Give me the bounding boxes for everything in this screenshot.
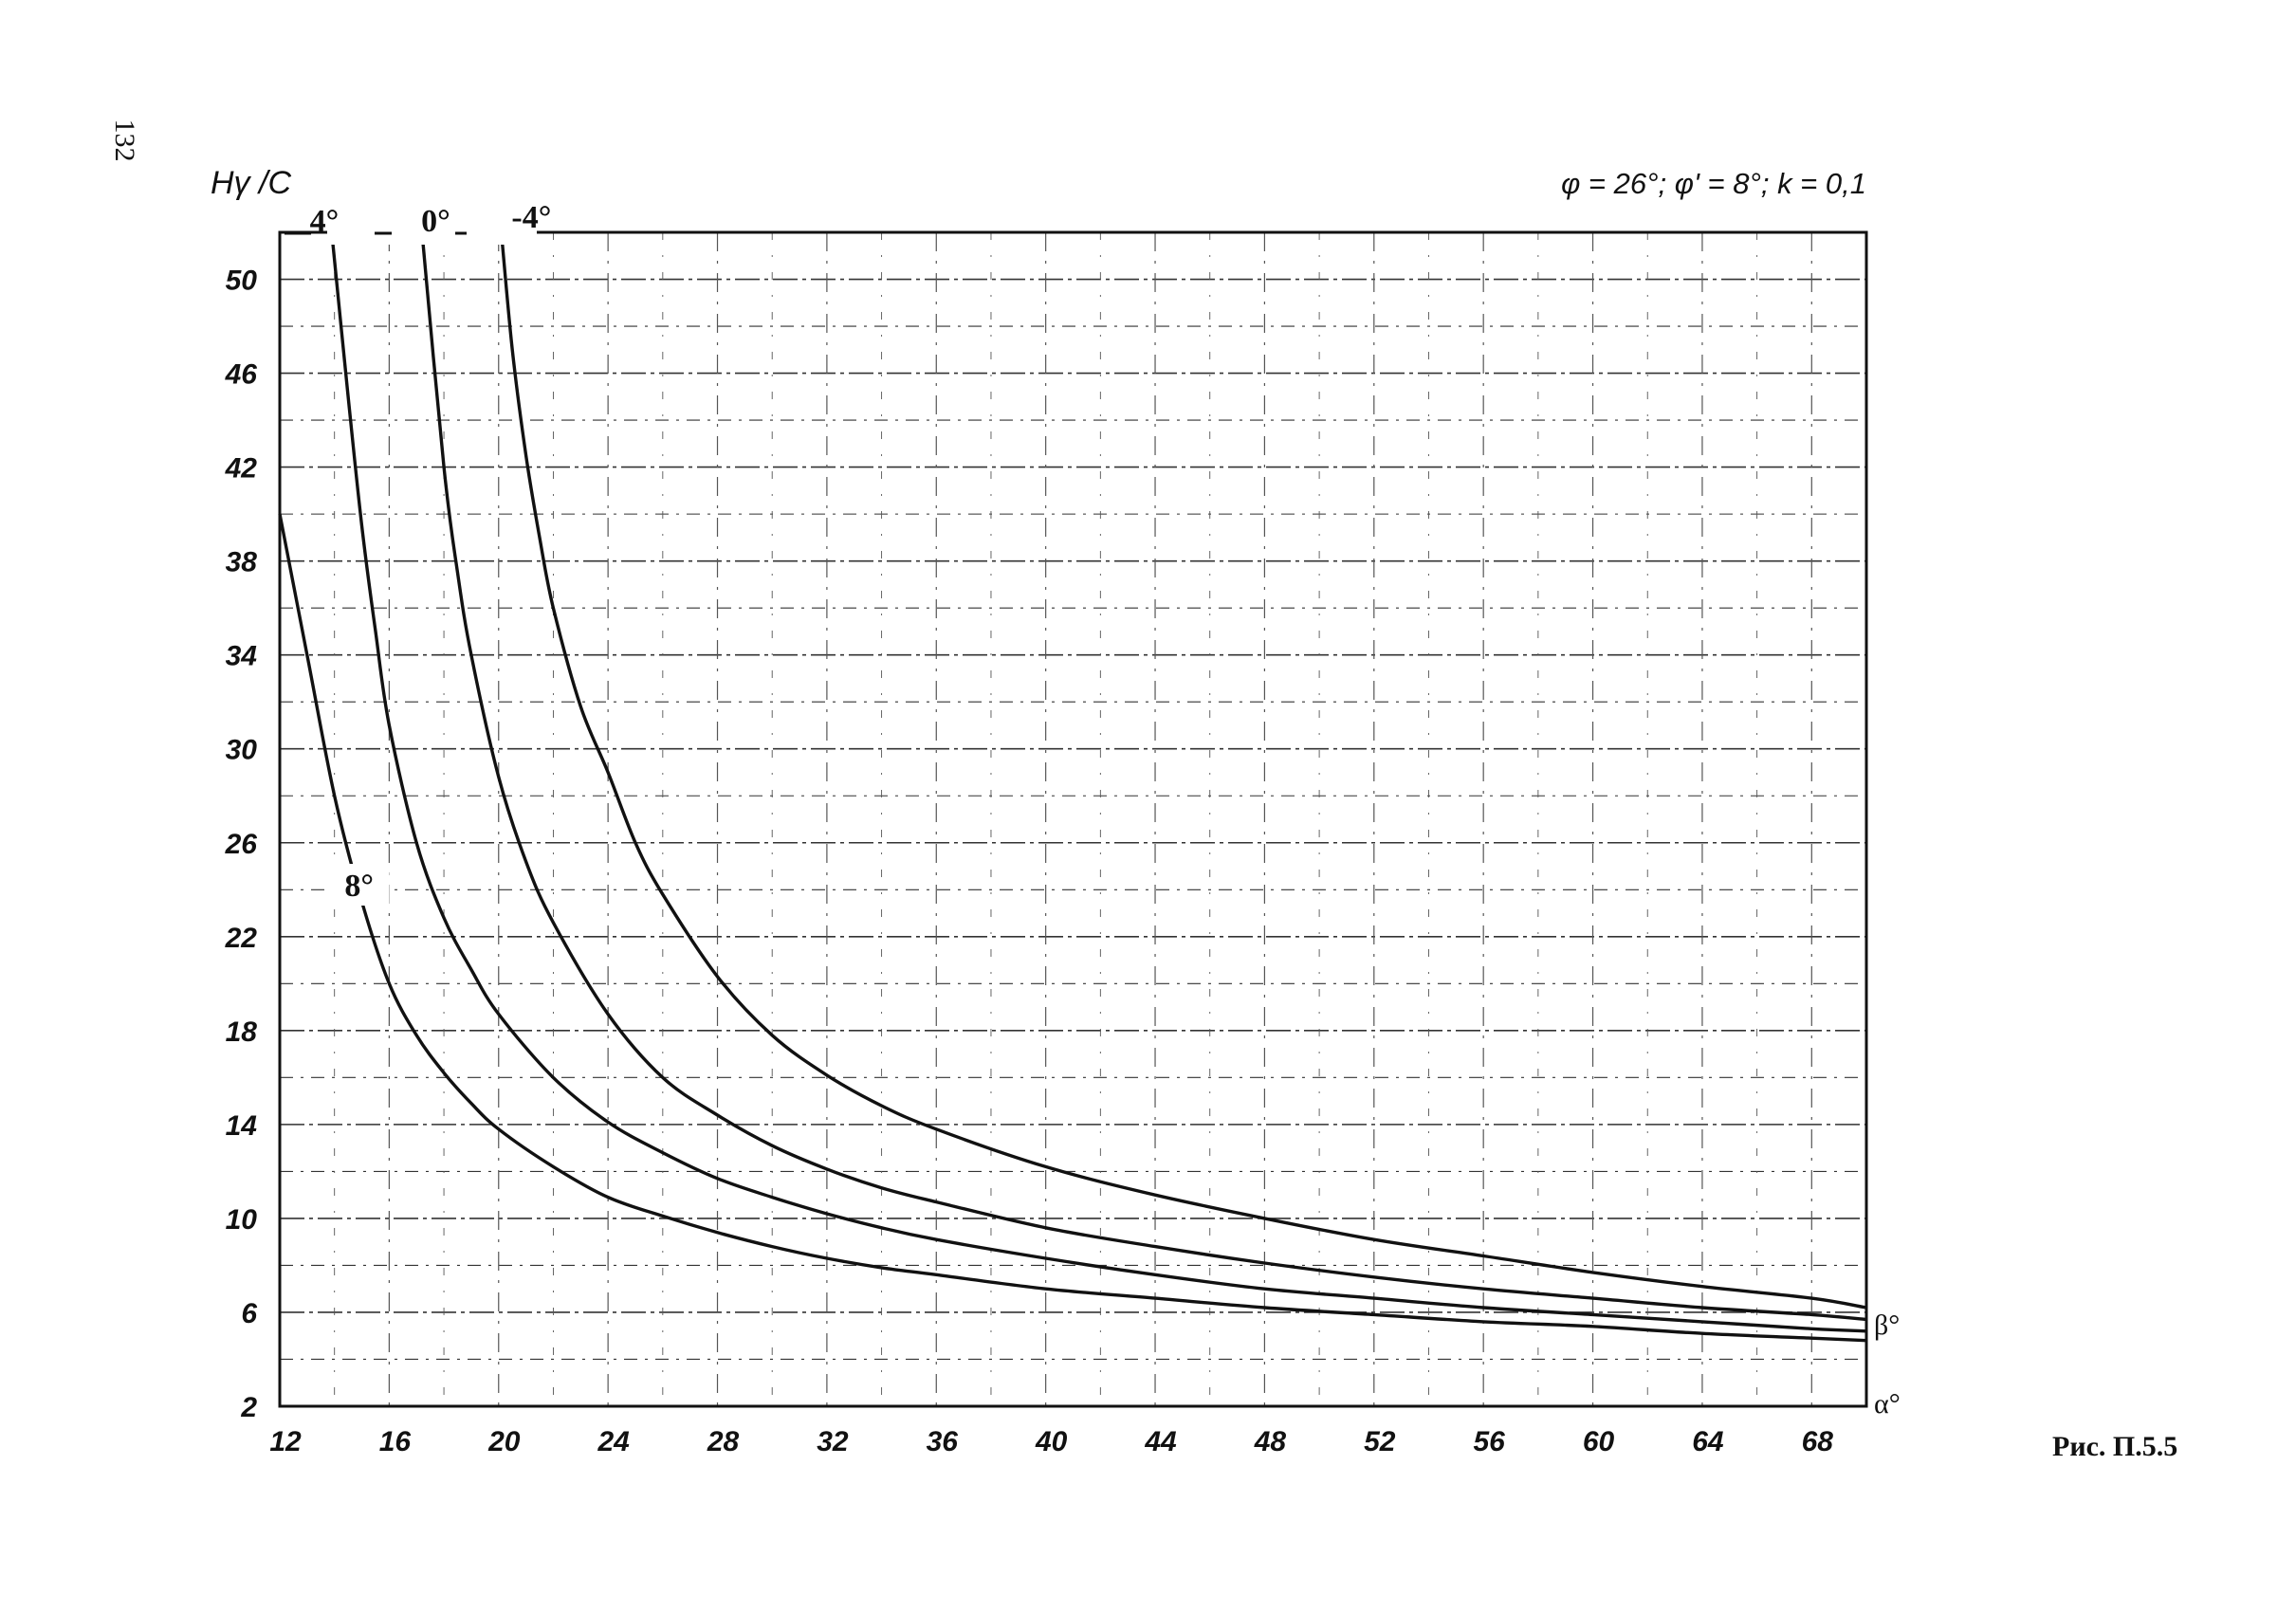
series-label: 0° bbox=[421, 204, 450, 239]
page-number: 132 bbox=[109, 119, 140, 162]
y-tick-label: 6 bbox=[241, 1298, 257, 1329]
y-tick-label: 34 bbox=[226, 641, 258, 672]
series-labels: 8° 4° 0° -4° bbox=[285, 199, 551, 906]
y-tick-label: 14 bbox=[226, 1110, 258, 1142]
x-tick-label: 16 bbox=[379, 1426, 412, 1457]
x-tick-label: 20 bbox=[487, 1426, 521, 1457]
series-label: -4° bbox=[511, 200, 551, 235]
y-tick-label: 22 bbox=[225, 923, 258, 954]
y-tick-label: 2 bbox=[240, 1392, 257, 1423]
figure-caption: Рис. П.5.5 bbox=[2052, 1431, 2177, 1462]
y-tick-label: 26 bbox=[225, 829, 258, 860]
y-tick-label: 38 bbox=[226, 547, 258, 578]
series-label: 4° bbox=[310, 204, 340, 239]
y-axis-title: Hγ /C bbox=[211, 165, 291, 201]
chart-parameters: φ = 26°; φ' = 8°; k = 0,1 bbox=[1561, 167, 1866, 200]
y-axis-end-label: β° bbox=[1874, 1310, 1900, 1341]
x-tick-label: 36 bbox=[927, 1426, 959, 1457]
curves bbox=[278, 231, 1867, 1343]
x-tick-label: 52 bbox=[1364, 1426, 1396, 1457]
y-tick-label: 30 bbox=[226, 735, 258, 766]
x-tick-label: 64 bbox=[1692, 1426, 1724, 1457]
x-tick-label: 68 bbox=[1802, 1426, 1834, 1457]
y-tick-label: 18 bbox=[226, 1017, 258, 1048]
x-axis-end-label: α° bbox=[1874, 1388, 1901, 1420]
curve-beta-0 bbox=[278, 513, 1867, 1343]
x-tick-label: 28 bbox=[707, 1426, 740, 1457]
x-tick-label: 48 bbox=[1254, 1426, 1287, 1457]
x-tick-label: 56 bbox=[1473, 1426, 1505, 1457]
x-tick-label: 24 bbox=[597, 1426, 630, 1457]
x-tick-label: 32 bbox=[817, 1426, 849, 1457]
y-tick-label: 50 bbox=[226, 266, 258, 297]
curve-beta-2 bbox=[420, 231, 1867, 1322]
plot-frame bbox=[278, 230, 1868, 1408]
label-background bbox=[330, 864, 390, 906]
series-label: 8° bbox=[344, 869, 374, 904]
y-tick-label: 42 bbox=[225, 453, 258, 485]
x-tick-label: 60 bbox=[1583, 1426, 1615, 1457]
curve-beta-1 bbox=[330, 231, 1867, 1333]
y-tick-label: 10 bbox=[226, 1204, 258, 1236]
grid bbox=[279, 231, 1867, 1407]
y-tick-label: 46 bbox=[225, 359, 258, 391]
x-tick-label: 40 bbox=[1035, 1426, 1068, 1457]
curve-beta-3 bbox=[499, 231, 1867, 1310]
x-tick-label: 44 bbox=[1144, 1426, 1177, 1457]
label-background bbox=[327, 199, 537, 245]
x-tick-label: 12 bbox=[269, 1426, 302, 1457]
